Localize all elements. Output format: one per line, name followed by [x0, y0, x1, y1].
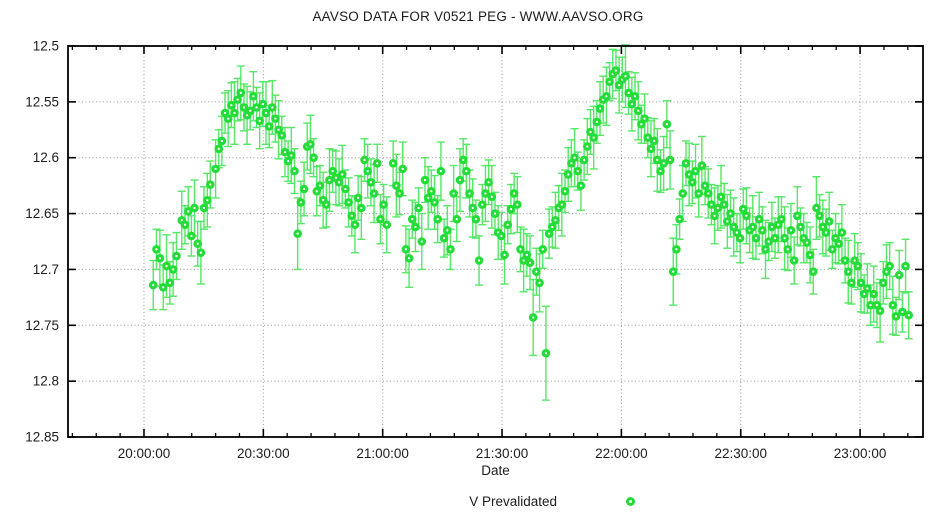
- legend-marker-icon: [626, 497, 635, 506]
- legend-marker-center-icon: [629, 500, 632, 503]
- legend: V Prevalidated: [0, 492, 948, 512]
- svg-text:23:00:00: 23:00:00: [834, 446, 887, 461]
- svg-text:12.8: 12.8: [33, 374, 59, 389]
- svg-text:21:30:00: 21:30:00: [476, 446, 529, 461]
- light-curve-plot: 20:00:00 20:30:00 21:00:00 21:30:00 22:00:00…: [25, 39, 924, 462]
- svg-text:21:00:00: 21:00:00: [356, 446, 409, 461]
- svg-text:12.65: 12.65: [25, 206, 59, 221]
- svg-text:12.85: 12.85: [25, 430, 59, 445]
- data-points: [148, 66, 914, 358]
- svg-text:22:30:00: 22:30:00: [714, 446, 767, 461]
- svg-text:20:30:00: 20:30:00: [237, 446, 290, 461]
- svg-text:12.6: 12.6: [33, 150, 59, 165]
- svg-text:22:00:00: 22:00:00: [595, 446, 648, 461]
- legend-label: V Prevalidated: [469, 494, 557, 509]
- axes: [67, 45, 924, 438]
- error-bars: [149, 44, 913, 401]
- x-axis-label: Date: [481, 463, 510, 478]
- svg-text:20:00:00: 20:00:00: [118, 446, 171, 461]
- svg-text:12.5: 12.5: [33, 39, 59, 54]
- svg-text:12.7: 12.7: [33, 262, 59, 277]
- svg-text:12.55: 12.55: [25, 94, 59, 109]
- tick-labels: 20:00:00 20:30:00 21:00:00 21:30:00 22:00:00…: [25, 39, 886, 462]
- chart-title: AAVSO DATA FOR V0521 PEG - WWW.AAVSO.ORG: [312, 9, 644, 24]
- svg-text:12.75: 12.75: [25, 318, 59, 333]
